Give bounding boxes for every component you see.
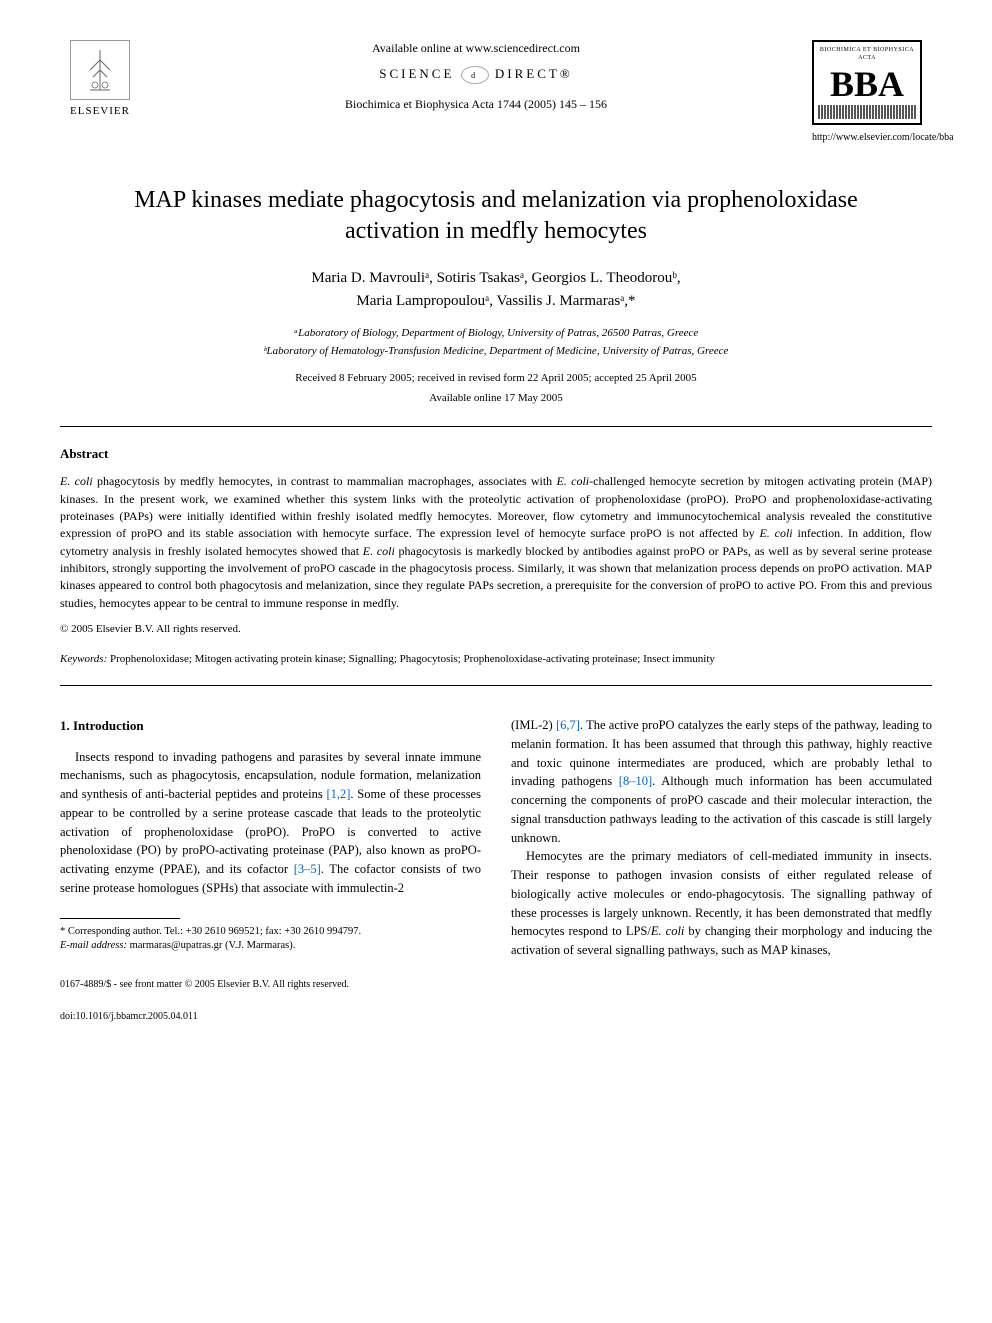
bba-logo: BIOCHIMICA ET BIOPHYSICA ACTA BBA bbox=[812, 40, 922, 125]
email-address: marmaras@upatras.gr (V.J. Marmaras). bbox=[127, 940, 295, 951]
sd-text-1: SCIENCE bbox=[379, 66, 454, 81]
center-header: Available online at www.sciencedirect.co… bbox=[140, 40, 812, 113]
article-title: MAP kinases mediate phagocytosis and mel… bbox=[120, 185, 872, 247]
intro-para-2: Hemocytes are the primary mediators of c… bbox=[511, 847, 932, 960]
ref-link-1[interactable]: [1,2] bbox=[326, 787, 350, 801]
footer-issn: 0167-4889/$ - see front matter © 2005 El… bbox=[60, 978, 932, 992]
received-dates: Received 8 February 2005; received in re… bbox=[60, 371, 932, 386]
affiliation-b: ᵇLaboratory of Hematology-Transfusion Me… bbox=[60, 344, 932, 359]
sd-text-2: DIRECT® bbox=[495, 66, 573, 81]
elsevier-tree-icon bbox=[70, 40, 130, 100]
elsevier-logo: ELSEVIER bbox=[60, 40, 140, 130]
locate-url: http://www.elsevier.com/locate/bba bbox=[812, 131, 932, 145]
footer-doi: doi:10.1016/j.bbamcr.2005.04.011 bbox=[60, 1010, 932, 1024]
authors-line1: Maria D. Mavrouliᵃ, Sotiris Tsakasᵃ, Geo… bbox=[311, 270, 680, 286]
keywords: Keywords: Prophenoloxidase; Mitogen acti… bbox=[60, 652, 932, 667]
email-label: E-mail address: bbox=[60, 940, 127, 951]
authors-line2: Maria Lampropoulouᵃ, Vassilis J. Marmara… bbox=[356, 293, 635, 309]
intro-para-1-cont: (IML-2) [6,7]. The active proPO catalyze… bbox=[511, 716, 932, 847]
sciencedirect-logo: SCIENCE d DIRECT® bbox=[160, 65, 792, 84]
ref-link-4[interactable]: [8–10] bbox=[619, 774, 652, 788]
bba-journal-name: BIOCHIMICA ET BIOPHYSICA ACTA bbox=[818, 46, 916, 63]
journal-citation: Biochimica et Biophysica Acta 1744 (2005… bbox=[160, 96, 792, 113]
bba-letters: BBA bbox=[818, 66, 916, 102]
elsevier-label: ELSEVIER bbox=[70, 104, 130, 119]
email-footnote: E-mail address: marmaras@upatras.gr (V.J… bbox=[60, 939, 481, 954]
divider bbox=[60, 426, 932, 427]
available-online: Available online at www.sciencedirect.co… bbox=[160, 40, 792, 57]
intro-para-1: Insects respond to invading pathogens an… bbox=[60, 748, 481, 898]
ref-link-3[interactable]: [6,7] bbox=[556, 718, 580, 732]
corresponding-author: * Corresponding author. Tel.: +30 2610 9… bbox=[60, 925, 481, 940]
online-date: Available online 17 May 2005 bbox=[60, 391, 932, 406]
ref-link-2[interactable]: [3–5] bbox=[294, 862, 321, 876]
intro-heading: 1. Introduction bbox=[60, 716, 481, 736]
intro-text-2a: (IML-2) bbox=[511, 718, 556, 732]
bba-box: BIOCHIMICA ET BIOPHYSICA ACTA BBA http:/… bbox=[812, 40, 932, 145]
footnote-separator bbox=[60, 918, 180, 919]
divider-2 bbox=[60, 685, 932, 686]
sd-swirl-icon: d bbox=[461, 66, 489, 84]
bba-barcode-icon bbox=[818, 105, 916, 119]
column-left: 1. Introduction Insects respond to invad… bbox=[60, 716, 481, 960]
body-columns: 1. Introduction Insects respond to invad… bbox=[60, 716, 932, 960]
abstract-heading: Abstract bbox=[60, 445, 932, 463]
page-header: ELSEVIER Available online at www.science… bbox=[60, 40, 932, 145]
abstract-body: E. coli phagocytosis by medfly hemocytes… bbox=[60, 473, 932, 612]
abstract-copyright: © 2005 Elsevier B.V. All rights reserved… bbox=[60, 622, 932, 637]
keywords-label: Keywords: bbox=[60, 653, 107, 665]
affiliation-a: ᵃLaboratory of Biology, Department of Bi… bbox=[60, 326, 932, 341]
column-right: (IML-2) [6,7]. The active proPO catalyze… bbox=[511, 716, 932, 960]
intro-text-3b: E. coli bbox=[651, 924, 685, 938]
authors: Maria D. Mavrouliᵃ, Sotiris Tsakasᵃ, Geo… bbox=[60, 267, 932, 312]
keywords-text: Prophenoloxidase; Mitogen activating pro… bbox=[107, 653, 715, 665]
